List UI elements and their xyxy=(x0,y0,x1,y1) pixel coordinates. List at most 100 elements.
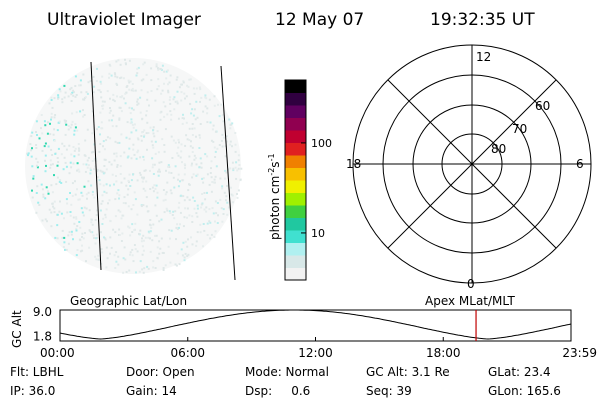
emission-pixel xyxy=(193,127,196,130)
emission-pixel xyxy=(118,106,121,109)
emission-pixel xyxy=(92,234,95,237)
emission-pixel xyxy=(38,137,41,140)
emission-pixel xyxy=(191,134,194,136)
emission-pixel xyxy=(85,91,88,94)
emission-pixel xyxy=(130,89,133,92)
emission-pixel xyxy=(128,147,131,150)
emission-pixel xyxy=(84,139,87,142)
emission-pixel xyxy=(125,184,128,187)
emission-pixel xyxy=(147,236,150,239)
status-filter: Flt: LBHL xyxy=(10,365,64,379)
emission-pixel xyxy=(188,214,191,217)
emission-pixel xyxy=(148,104,150,107)
emission-pixel xyxy=(50,112,53,115)
emission-pixel xyxy=(131,223,134,226)
emission-pixel xyxy=(183,163,186,166)
emission-pixel xyxy=(135,157,138,160)
emission-pixel xyxy=(102,104,105,107)
emission-pixel xyxy=(231,145,233,148)
emission-pixel xyxy=(196,215,199,218)
color-bar-band xyxy=(285,117,306,131)
emission-pixel xyxy=(115,175,117,177)
emission-pixel xyxy=(143,134,146,137)
emission-pixel xyxy=(155,63,158,66)
emission-pixel xyxy=(199,88,202,91)
emission-pixel xyxy=(127,179,130,182)
emission-pixel xyxy=(67,234,70,237)
color-bar-band xyxy=(285,167,306,181)
emission-pixel xyxy=(178,263,181,266)
emission-pixel xyxy=(77,147,80,150)
status-panel: Flt: LBHL Door: Open Mode: Normal GC Alt… xyxy=(10,365,561,398)
emission-pixel xyxy=(190,140,192,143)
emission-pixel xyxy=(87,156,90,159)
emission-pixel xyxy=(160,161,163,164)
emission-pixel xyxy=(96,168,99,171)
emission-pixel xyxy=(214,130,217,133)
instrument-title: Ultraviolet Imager xyxy=(47,10,201,30)
emission-pixel xyxy=(73,222,76,225)
emission-pixel xyxy=(152,126,155,129)
emission-pixel xyxy=(79,79,82,82)
emission-pixel xyxy=(124,58,126,61)
emission-pixel xyxy=(41,149,44,152)
emission-pixel xyxy=(52,205,54,208)
emission-pixel xyxy=(192,87,195,90)
emission-pixel xyxy=(170,135,173,138)
emission-pixel xyxy=(53,97,56,100)
emission-pixel xyxy=(156,256,159,259)
emission-pixel xyxy=(81,211,84,214)
emission-pixel xyxy=(209,172,212,174)
emission-pixel xyxy=(180,143,183,146)
emission-pixel xyxy=(74,193,77,196)
emission-pixel xyxy=(64,121,67,124)
emission-pixel xyxy=(77,153,80,156)
emission-pixel xyxy=(100,231,102,234)
emission-pixel xyxy=(167,245,170,248)
emission-pixel xyxy=(47,121,49,124)
emission-pixel xyxy=(167,83,169,86)
emission-pixel xyxy=(171,157,174,159)
emission-pixel xyxy=(69,192,71,194)
emission-pixel xyxy=(149,188,152,190)
emission-pixel xyxy=(113,254,116,257)
emission-pixel xyxy=(164,105,167,108)
emission-pixel xyxy=(57,96,60,99)
emission-pixel xyxy=(175,238,177,241)
emission-pixel xyxy=(173,217,176,220)
emission-pixel xyxy=(68,144,71,147)
emission-pixel xyxy=(95,237,97,240)
emission-pixel xyxy=(35,120,38,123)
emission-pixel xyxy=(177,173,180,176)
emission-pixel xyxy=(149,169,151,172)
emission-pixel xyxy=(75,111,78,114)
emission-pixel xyxy=(163,70,166,73)
emission-pixel xyxy=(129,253,131,256)
emission-pixel xyxy=(116,76,119,79)
emission-pixel xyxy=(145,114,148,117)
emission-pixel xyxy=(150,67,153,70)
emission-pixel xyxy=(57,147,60,150)
emission-pixel xyxy=(205,210,208,213)
emission-pixel xyxy=(64,133,67,136)
emission-pixel xyxy=(100,202,103,205)
emission-pixel xyxy=(96,258,99,261)
emission-pixel xyxy=(102,217,105,220)
emission-pixel xyxy=(212,140,215,143)
emission-pixel xyxy=(172,139,175,142)
emission-pixel xyxy=(186,84,189,87)
emission-pixel xyxy=(110,163,113,166)
emission-pixel xyxy=(208,208,211,211)
emission-pixel xyxy=(43,145,46,148)
emission-pixel xyxy=(103,236,105,239)
emission-pixel xyxy=(191,221,194,223)
emission-pixel xyxy=(139,111,142,114)
emission-pixel xyxy=(65,198,68,201)
emission-pixel xyxy=(182,81,185,84)
emission-pixel xyxy=(130,118,133,121)
emission-pixel xyxy=(183,199,186,202)
emission-pixel xyxy=(75,227,78,230)
emission-pixel xyxy=(47,145,50,148)
altitude-curve xyxy=(59,309,572,340)
emission-pixel xyxy=(130,131,133,134)
